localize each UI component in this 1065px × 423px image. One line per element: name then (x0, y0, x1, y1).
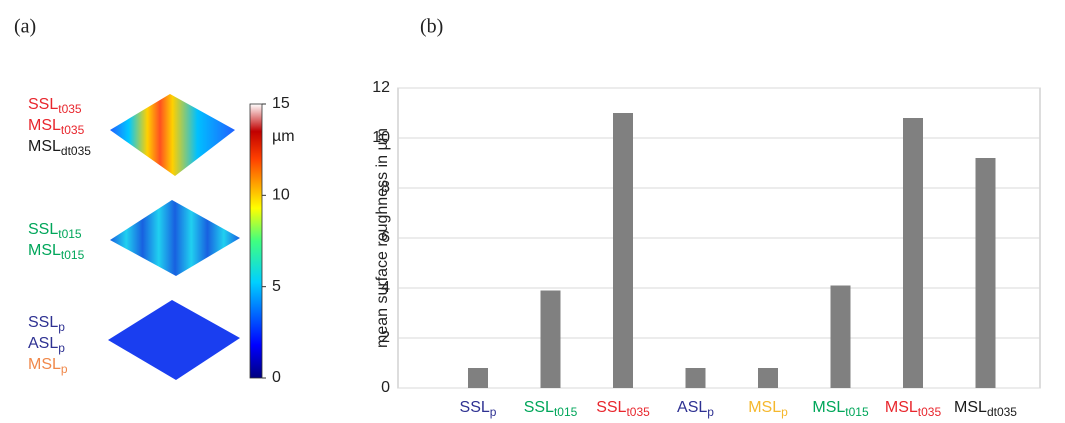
surface-image (110, 200, 240, 276)
y-tick-label: 12 (372, 79, 390, 96)
bar (686, 368, 706, 388)
sub-label: MSLt035 (28, 117, 85, 137)
label-sub: t015 (61, 248, 85, 262)
sub-label: MSLdt035 (28, 138, 91, 158)
page: (a) (b) SSLt035MSLt035MSLdt035SSLt015MSL… (0, 0, 1065, 423)
bar (831, 286, 851, 389)
label-sub: t035 (626, 405, 650, 419)
label-base: MSL (954, 399, 987, 416)
surface-image (110, 94, 235, 176)
label-base: MSL (885, 399, 918, 416)
sub-label: SSLp (460, 399, 497, 419)
label-base: SSL (28, 314, 58, 331)
label-base: ASL (677, 399, 707, 416)
bar (541, 291, 561, 389)
sub-label: ASLp (677, 399, 714, 419)
label-sub: p (61, 362, 68, 376)
sub-label: ASLp (28, 335, 65, 355)
label-sub: dt035 (61, 144, 91, 158)
sub-label: MSLt015 (812, 399, 869, 419)
label-base: SSL (460, 399, 490, 416)
label-sub: t015 (845, 405, 869, 419)
label-base: SSL (28, 221, 58, 238)
label-sub: p (707, 405, 714, 419)
sub-label: MSLdt035 (954, 399, 1017, 419)
label-base: ASL (28, 335, 58, 352)
label-base: SSL (28, 96, 58, 113)
colorbar-unit: µm (272, 128, 295, 145)
sub-label: SSLt035 (28, 96, 82, 116)
label-sub: p (781, 405, 788, 419)
sub-label: SSLt035 (596, 399, 650, 419)
label-sub: dt035 (987, 405, 1017, 419)
label-base: MSL (748, 399, 781, 416)
sub-label: MSLp (28, 356, 68, 376)
sub-label: MSLt035 (885, 399, 942, 419)
label-base: MSL (812, 399, 845, 416)
sub-label: SSLt015 (524, 399, 578, 419)
label-sub: p (58, 320, 65, 334)
colorbar-tick-label: 5 (272, 278, 281, 295)
colorbar-tick-label: 15 (272, 95, 290, 112)
y-tick-label: 0 (381, 379, 390, 396)
label-sub: t015 (554, 405, 578, 419)
label-base: MSL (28, 138, 61, 155)
colorbar-tick-label: 10 (272, 187, 290, 204)
panel-label: (b) (420, 16, 443, 38)
label-sub: t035 (58, 102, 82, 116)
sub-label: MSLp (748, 399, 788, 419)
bar (903, 118, 923, 388)
colorbar-tick-label: 0 (272, 369, 281, 386)
surface-image (108, 300, 240, 380)
label-sub: t035 (918, 405, 942, 419)
sub-label: SSLt015 (28, 221, 82, 241)
y-axis-label: mean surface roughness in µm (374, 128, 391, 348)
label-base: MSL (28, 356, 61, 373)
colorbar (250, 104, 262, 378)
panel-label: (a) (14, 16, 36, 38)
sub-label: MSLt015 (28, 242, 85, 262)
bar (976, 158, 996, 388)
label-sub: t035 (61, 123, 85, 137)
label-sub: t015 (58, 227, 82, 241)
label-base: MSL (28, 242, 61, 259)
sub-label: SSLp (28, 314, 65, 334)
bar (613, 113, 633, 388)
bar (758, 368, 778, 388)
label-sub: p (490, 405, 497, 419)
figure: (a) (b) SSLt035MSLt035MSLdt035SSLt015MSL… (0, 0, 1065, 423)
label-sub: p (58, 341, 65, 355)
bar (468, 368, 488, 388)
label-base: SSL (596, 399, 626, 416)
label-base: MSL (28, 117, 61, 134)
label-base: SSL (524, 399, 554, 416)
